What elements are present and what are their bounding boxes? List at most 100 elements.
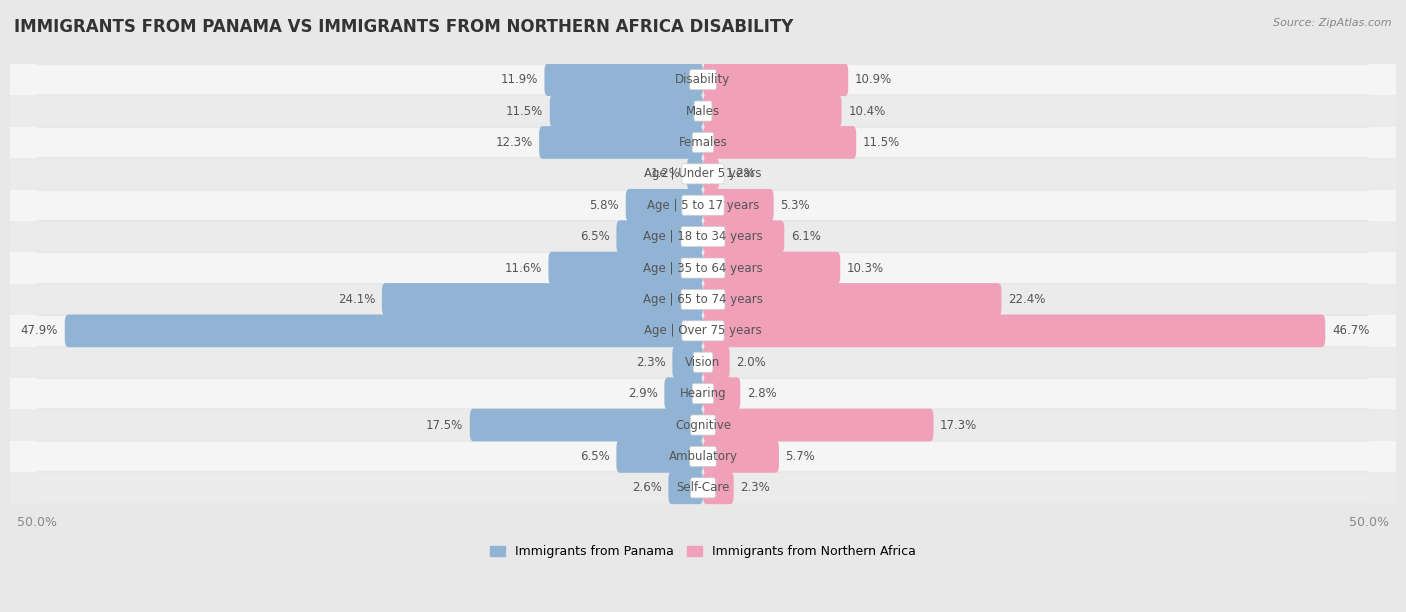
Text: 10.3%: 10.3% xyxy=(846,261,884,275)
FancyBboxPatch shape xyxy=(690,415,716,435)
Text: 6.1%: 6.1% xyxy=(792,230,821,243)
Bar xyxy=(10,190,1396,221)
Text: Ambulatory: Ambulatory xyxy=(668,450,738,463)
Text: Disability: Disability xyxy=(675,73,731,86)
Text: 11.6%: 11.6% xyxy=(505,261,541,275)
Bar xyxy=(10,221,1396,252)
FancyBboxPatch shape xyxy=(688,157,703,190)
FancyBboxPatch shape xyxy=(692,132,714,152)
FancyBboxPatch shape xyxy=(703,409,934,441)
Text: 2.3%: 2.3% xyxy=(741,482,770,494)
Text: 5.3%: 5.3% xyxy=(780,199,810,212)
Text: 2.6%: 2.6% xyxy=(631,482,662,494)
FancyBboxPatch shape xyxy=(690,70,716,90)
FancyBboxPatch shape xyxy=(703,252,841,285)
Text: Age | 18 to 34 years: Age | 18 to 34 years xyxy=(643,230,763,243)
FancyBboxPatch shape xyxy=(703,471,734,504)
Text: Age | Over 75 years: Age | Over 75 years xyxy=(644,324,762,337)
Text: 2.9%: 2.9% xyxy=(628,387,658,400)
FancyBboxPatch shape xyxy=(703,126,856,159)
Text: 5.8%: 5.8% xyxy=(589,199,619,212)
Bar xyxy=(10,95,1396,127)
Bar xyxy=(10,409,1396,441)
FancyBboxPatch shape xyxy=(668,471,703,504)
Text: 46.7%: 46.7% xyxy=(1331,324,1369,337)
FancyBboxPatch shape xyxy=(681,226,725,247)
Text: Males: Males xyxy=(686,105,720,118)
Text: 22.4%: 22.4% xyxy=(1008,293,1046,306)
Bar xyxy=(10,252,1396,284)
Text: 10.9%: 10.9% xyxy=(855,73,893,86)
FancyBboxPatch shape xyxy=(616,220,703,253)
Text: 11.5%: 11.5% xyxy=(863,136,900,149)
Legend: Immigrants from Panama, Immigrants from Northern Africa: Immigrants from Panama, Immigrants from … xyxy=(485,540,921,563)
FancyBboxPatch shape xyxy=(703,440,779,472)
FancyBboxPatch shape xyxy=(692,384,714,404)
Text: IMMIGRANTS FROM PANAMA VS IMMIGRANTS FROM NORTHERN AFRICA DISABILITY: IMMIGRANTS FROM PANAMA VS IMMIGRANTS FRO… xyxy=(14,18,793,36)
Text: Age | 65 to 74 years: Age | 65 to 74 years xyxy=(643,293,763,306)
Bar xyxy=(10,284,1396,315)
FancyBboxPatch shape xyxy=(538,126,703,159)
FancyBboxPatch shape xyxy=(703,315,1326,347)
FancyBboxPatch shape xyxy=(703,63,848,96)
Text: 12.3%: 12.3% xyxy=(495,136,533,149)
FancyBboxPatch shape xyxy=(665,378,703,410)
Text: Self-Care: Self-Care xyxy=(676,482,730,494)
Bar xyxy=(10,378,1396,409)
FancyBboxPatch shape xyxy=(544,63,703,96)
Text: Females: Females xyxy=(679,136,727,149)
Bar xyxy=(10,315,1396,346)
Text: 2.3%: 2.3% xyxy=(636,356,665,369)
Bar xyxy=(10,472,1396,504)
Bar xyxy=(10,158,1396,190)
FancyBboxPatch shape xyxy=(548,252,703,285)
Text: Hearing: Hearing xyxy=(679,387,727,400)
FancyBboxPatch shape xyxy=(682,164,724,184)
Text: Cognitive: Cognitive xyxy=(675,419,731,431)
FancyBboxPatch shape xyxy=(682,195,724,215)
Text: 2.8%: 2.8% xyxy=(747,387,776,400)
FancyBboxPatch shape xyxy=(382,283,703,316)
FancyBboxPatch shape xyxy=(703,283,1001,316)
FancyBboxPatch shape xyxy=(470,409,703,441)
Text: 17.5%: 17.5% xyxy=(426,419,463,431)
Bar xyxy=(10,64,1396,95)
FancyBboxPatch shape xyxy=(65,315,703,347)
FancyBboxPatch shape xyxy=(682,321,724,341)
FancyBboxPatch shape xyxy=(626,189,703,222)
Text: Age | 5 to 17 years: Age | 5 to 17 years xyxy=(647,199,759,212)
Text: 1.2%: 1.2% xyxy=(651,167,681,181)
FancyBboxPatch shape xyxy=(703,378,741,410)
FancyBboxPatch shape xyxy=(703,157,718,190)
FancyBboxPatch shape xyxy=(703,220,785,253)
Text: 6.5%: 6.5% xyxy=(581,230,610,243)
Text: Vision: Vision xyxy=(685,356,721,369)
Text: 24.1%: 24.1% xyxy=(337,293,375,306)
Text: 17.3%: 17.3% xyxy=(941,419,977,431)
Text: 11.5%: 11.5% xyxy=(506,105,543,118)
FancyBboxPatch shape xyxy=(616,440,703,472)
Text: Source: ZipAtlas.com: Source: ZipAtlas.com xyxy=(1274,18,1392,28)
FancyBboxPatch shape xyxy=(703,95,842,127)
Bar xyxy=(10,127,1396,158)
Bar xyxy=(10,346,1396,378)
Text: Age | Under 5 years: Age | Under 5 years xyxy=(644,167,762,181)
FancyBboxPatch shape xyxy=(693,352,713,372)
Text: 11.9%: 11.9% xyxy=(501,73,537,86)
FancyBboxPatch shape xyxy=(681,289,725,310)
Text: 1.2%: 1.2% xyxy=(725,167,755,181)
Bar xyxy=(10,441,1396,472)
Text: 10.4%: 10.4% xyxy=(848,105,886,118)
Text: 47.9%: 47.9% xyxy=(21,324,58,337)
Text: 5.7%: 5.7% xyxy=(786,450,815,463)
FancyBboxPatch shape xyxy=(690,478,716,498)
FancyBboxPatch shape xyxy=(703,189,773,222)
FancyBboxPatch shape xyxy=(681,258,725,278)
FancyBboxPatch shape xyxy=(690,446,716,466)
FancyBboxPatch shape xyxy=(695,101,711,121)
FancyBboxPatch shape xyxy=(550,95,703,127)
Text: 2.0%: 2.0% xyxy=(737,356,766,369)
FancyBboxPatch shape xyxy=(672,346,703,379)
FancyBboxPatch shape xyxy=(703,346,730,379)
Text: Age | 35 to 64 years: Age | 35 to 64 years xyxy=(643,261,763,275)
